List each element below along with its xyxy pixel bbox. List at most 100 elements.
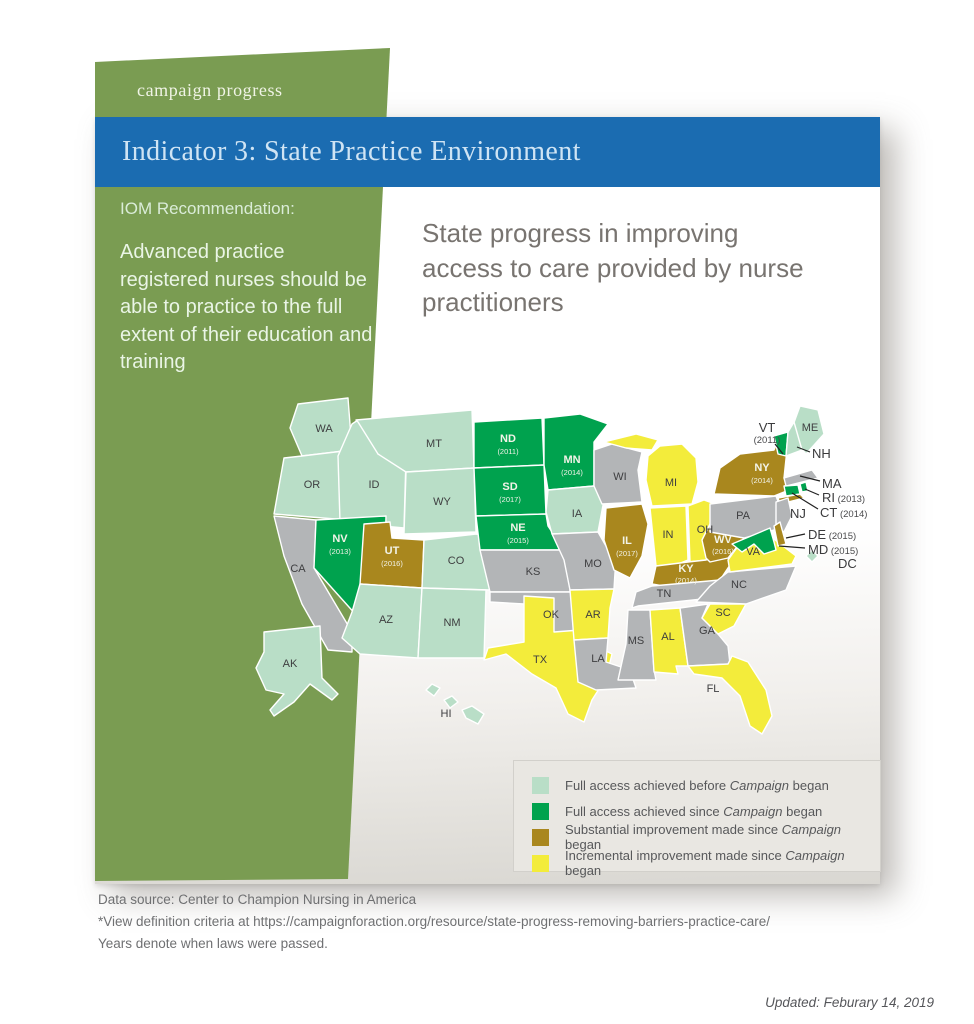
callout-label-CT: CT (2014) bbox=[820, 505, 868, 520]
state-label-OK: OK bbox=[543, 609, 560, 621]
callout-label-MA: MA bbox=[822, 476, 842, 491]
state-label-AL: AL bbox=[661, 631, 674, 643]
state-MI bbox=[603, 433, 699, 507]
callout-label-RI: RI (2013) bbox=[822, 490, 866, 505]
state-DC bbox=[805, 549, 819, 563]
footer-line: Data source: Center to Champion Nursing … bbox=[98, 892, 417, 907]
callout-label-DE: DE (2015) bbox=[808, 527, 857, 542]
state-label-WI: WI bbox=[613, 471, 626, 483]
state-year-NE: (2015) bbox=[507, 536, 529, 545]
state-label-VA: VA bbox=[746, 546, 761, 558]
callout-line-RI bbox=[804, 488, 820, 496]
state-label-SD: SD bbox=[502, 481, 517, 493]
state-label-ME: ME bbox=[802, 422, 819, 434]
tab-label: campaign progress bbox=[137, 80, 283, 100]
callout-line-NH bbox=[796, 446, 811, 453]
state-label-TN: TN bbox=[657, 588, 672, 600]
state-label-MS: MS bbox=[628, 635, 645, 647]
state-label-IL: IL bbox=[622, 535, 632, 547]
legend-swatch-incremental bbox=[532, 854, 549, 872]
state-label-OR: OR bbox=[304, 479, 321, 491]
state-label-OH: OH bbox=[697, 524, 714, 536]
sidebar-body: Advanced practice registered nurses shou… bbox=[120, 241, 373, 374]
state-HI bbox=[425, 683, 485, 725]
state-CT bbox=[783, 484, 801, 497]
state-year-KY: (2014) bbox=[675, 576, 697, 585]
banner: Indicator 3: State Practice Environment bbox=[95, 117, 880, 187]
state-label-MN: MN bbox=[563, 454, 580, 466]
callout-label-NJ: NJ bbox=[790, 506, 806, 521]
state-label-AZ: AZ bbox=[379, 614, 393, 626]
state-label-WV: WV bbox=[714, 534, 732, 546]
legend-row: Substantial improvement made since Campa… bbox=[532, 822, 880, 852]
callout-label-DC: DC bbox=[838, 556, 857, 571]
state-label-AR: AR bbox=[585, 609, 600, 621]
legend-swatch-full_since bbox=[532, 802, 549, 820]
us-map: WA OR CA ID NV (2013) MT WY UT (2016) CO AZ NM ND (201… bbox=[240, 392, 890, 772]
callout-label-NH: NH bbox=[812, 446, 831, 461]
callout-line-CT bbox=[791, 492, 819, 510]
state-label-MT: MT bbox=[426, 438, 442, 450]
state-label-IN: IN bbox=[663, 529, 674, 541]
sidebar: IOM Recommendation: Advanced practice re… bbox=[120, 199, 378, 377]
state-year-UT: (2016) bbox=[381, 559, 403, 568]
state-year-ND: (2011) bbox=[497, 447, 519, 456]
state-label-CA: CA bbox=[290, 563, 306, 575]
state-AR bbox=[569, 588, 615, 641]
footer-line: *View definition criteria at https://cam… bbox=[98, 913, 771, 929]
updated-note: Updated: Feburary 14, 2019 bbox=[765, 995, 934, 1010]
state-label-NE: NE bbox=[510, 522, 525, 534]
state-FL bbox=[687, 655, 773, 735]
state-label-WY: WY bbox=[433, 496, 451, 508]
state-label-KS: KS bbox=[526, 566, 541, 578]
state-label-WA: WA bbox=[315, 423, 333, 435]
footer: Data source: Center to Champion Nursing … bbox=[98, 889, 770, 955]
legend-row: Full access achieved before Campaign beg… bbox=[532, 772, 880, 798]
state-label-MO: MO bbox=[584, 558, 602, 570]
state-label-ND: ND bbox=[500, 433, 516, 445]
legend-label: Full access achieved since Campaign bega… bbox=[565, 803, 823, 819]
state-label-NC: NC bbox=[731, 579, 747, 591]
state-RI bbox=[799, 481, 809, 493]
state-IL bbox=[603, 503, 649, 579]
state-label-LA: LA bbox=[591, 653, 605, 665]
legend-row: Incremental improvement made since Campa… bbox=[532, 848, 880, 878]
state-label-GA: GA bbox=[699, 625, 716, 637]
legend-swatch-substantial bbox=[532, 828, 549, 846]
state-label-FL: FL bbox=[707, 683, 720, 695]
state-MO bbox=[551, 531, 617, 591]
legend-row: Full access achieved since Campaign bega… bbox=[532, 798, 880, 824]
state-label-SC: SC bbox=[715, 607, 730, 619]
state-label-NV: NV bbox=[332, 533, 348, 545]
callout-line-MA bbox=[799, 475, 821, 482]
state-label-MI: MI bbox=[665, 477, 677, 489]
callout-label-VT: VT (2011) bbox=[753, 420, 781, 446]
state-AK bbox=[255, 625, 339, 717]
state-label-IA: IA bbox=[572, 508, 583, 520]
legend-label: Full access achieved before Campaign beg… bbox=[565, 777, 829, 793]
state-year-SD: (2017) bbox=[499, 495, 521, 504]
page-title: State progress in improving access to ca… bbox=[422, 218, 804, 318]
state-label-HI: HI bbox=[441, 708, 452, 720]
state-label-ID: ID bbox=[369, 479, 380, 491]
state-label-UT: UT bbox=[385, 545, 400, 557]
state-PA bbox=[709, 495, 783, 539]
legend-swatch-full_before bbox=[532, 776, 549, 794]
state-MD bbox=[731, 527, 777, 555]
callout-line-DE bbox=[785, 533, 806, 539]
legend-label: Incremental improvement made since Campa… bbox=[565, 848, 845, 878]
sidebar-heading: IOM Recommendation: bbox=[120, 199, 295, 218]
callout-label-MD: MD (2015) bbox=[808, 542, 859, 557]
state-MA bbox=[783, 469, 819, 487]
state-label-KY: KY bbox=[678, 563, 694, 575]
state-label-AK: AK bbox=[283, 658, 298, 670]
state-label-CO: CO bbox=[448, 555, 465, 567]
state-year-NY: (2014) bbox=[751, 476, 773, 485]
banner-title: Indicator 3: State Practice Environment bbox=[122, 136, 581, 167]
state-WY bbox=[403, 467, 477, 535]
legend-label: Substantial improvement made since Campa… bbox=[565, 822, 842, 852]
state-label-NM: NM bbox=[443, 617, 460, 629]
state-NC bbox=[695, 565, 797, 605]
state-label-NY: NY bbox=[754, 462, 770, 474]
